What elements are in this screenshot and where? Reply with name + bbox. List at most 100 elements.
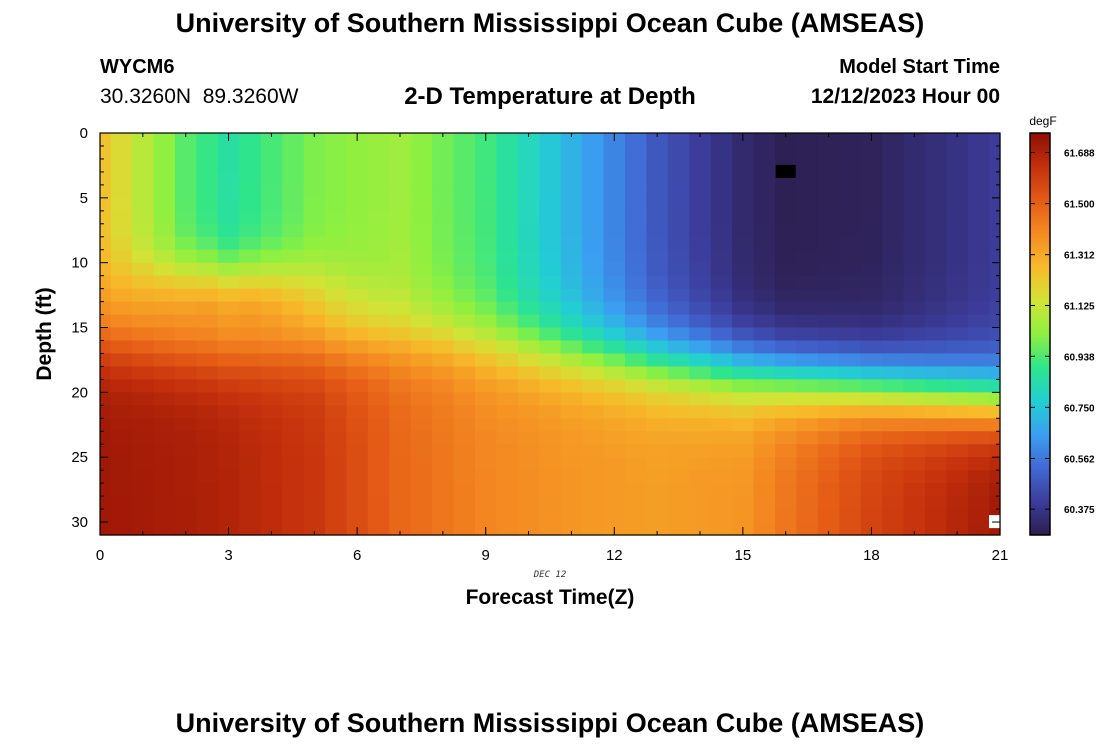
heatmap-cell [796,145,819,160]
heatmap-cell [175,431,198,445]
heatmap-cell [303,145,326,160]
heatmap-cell [346,392,369,406]
heatmap-cell [175,184,198,199]
heatmap-cell [732,301,755,316]
heatmap-cell [175,236,198,251]
heatmap-cell [175,483,198,497]
heatmap-cell [946,366,969,380]
heatmap-cell [346,158,369,173]
heatmap-cell [100,470,112,484]
heatmap-cell [925,197,948,212]
heatmap-cell [175,522,198,536]
heatmap-cell [925,418,948,432]
heatmap-cell [775,249,798,264]
heatmap-cell [625,470,648,484]
heatmap-cell [303,522,326,536]
x-tick-label: 3 [224,547,232,564]
heatmap-cell [239,431,262,445]
heatmap-cell [367,509,390,523]
heatmap-cell [260,314,283,329]
heatmap-cell [100,223,112,238]
heatmap-cell [753,353,776,368]
heatmap-cell [667,509,690,523]
heatmap-cell [625,197,648,212]
heatmap-cell [217,327,240,342]
heatmap-cell [325,314,348,329]
heatmap-cell [367,288,390,303]
heatmap-cell [753,133,776,147]
heatmap-cell [775,483,798,497]
heatmap-cell [539,275,562,290]
heatmap-cell [646,249,669,264]
heatmap-cell [239,171,262,186]
heatmap-cell [110,509,133,523]
heatmap-cell [603,301,626,316]
heatmap-cell [775,314,798,329]
heatmap-cell [260,158,283,173]
heatmap-cell [710,327,733,342]
heatmap-cell [882,236,905,251]
heatmap-cell [153,288,176,303]
heatmap-cell [582,483,605,497]
heatmap-cell [517,275,540,290]
heatmap-cell [667,158,690,173]
heatmap-cell [817,470,840,484]
heatmap-cell [925,509,948,523]
heatmap-cell [432,133,455,147]
heatmap-cell [625,431,648,445]
heatmap-cell [303,457,326,471]
heatmap-cell [903,379,926,393]
heatmap-cell [496,483,519,497]
heatmap-cell [732,171,755,186]
heatmap-cell [560,314,583,329]
heatmap-cell [325,275,348,290]
heatmap-cell [153,418,176,432]
heatmap-cell [260,210,283,225]
heatmap-cell [432,483,455,497]
heatmap-cell [667,210,690,225]
heatmap-cell [946,392,969,406]
heatmap-cell [100,418,112,432]
heatmap-cell [646,405,669,419]
heatmap-cell [453,288,476,303]
heatmap-cell [432,314,455,329]
heatmap-cell [603,184,626,199]
heatmap-cell [517,249,540,264]
heatmap-cell [325,366,348,380]
heatmap-cell [903,133,926,147]
heatmap-cell [110,418,133,432]
heatmap-cell [110,314,133,329]
heatmap-cell [903,457,926,471]
heatmap-cell [732,223,755,238]
heatmap-cell [839,133,862,147]
heatmap-cell [303,431,326,445]
heatmap-cell [753,288,776,303]
y-tick-label: 30 [71,514,88,531]
heatmap-cell [539,236,562,251]
heatmap-cell [475,210,498,225]
heatmap-cell [100,431,112,445]
heatmap-cell [796,496,819,510]
heatmap-cell [367,418,390,432]
heatmap-cell [475,158,498,173]
heatmap-cell [903,496,926,510]
heatmap-cell [282,184,305,199]
heatmap-cell [989,496,1001,510]
heatmap-cell [582,431,605,445]
heatmap-cell [925,236,948,251]
heatmap-cell [753,145,776,160]
heatmap-cell [839,431,862,445]
heatmap-cell [882,158,905,173]
heatmap-cell [260,340,283,355]
heatmap-cell [775,431,798,445]
heatmap-cell [175,262,198,277]
heatmap-cell [925,314,948,329]
heatmap-cell [560,405,583,419]
heatmap-cell [710,249,733,264]
heatmap-cell [496,405,519,419]
heatmap-cell [432,496,455,510]
heatmap-cell [989,353,1001,368]
heatmap-cell [989,457,1001,471]
heatmap-cell [325,405,348,419]
heatmap-cell [603,340,626,355]
